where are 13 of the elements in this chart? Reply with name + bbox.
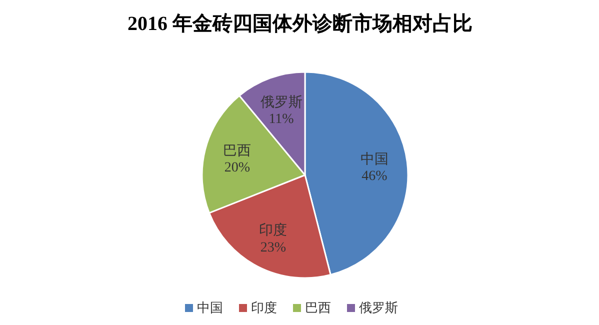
legend-label: 印度 [251, 300, 277, 316]
slice-label: 巴西 [223, 144, 252, 159]
data-label: 11% [268, 112, 294, 128]
data-label: 46% [362, 169, 388, 184]
legend-label: 中国 [197, 301, 223, 316]
slice-label: 印度 [259, 222, 288, 239]
data-label: 23% [260, 240, 286, 256]
legend-label: 俄罗斯 [359, 301, 398, 316]
slice-label: 俄罗斯 [260, 94, 302, 110]
data-label: 20% [224, 160, 250, 176]
legend-label: 巴西 [305, 301, 331, 316]
chart-title: 2016 年金砖四国体外诊断市场相对占比 [128, 12, 472, 35]
slice-label: 中国 [360, 151, 388, 168]
